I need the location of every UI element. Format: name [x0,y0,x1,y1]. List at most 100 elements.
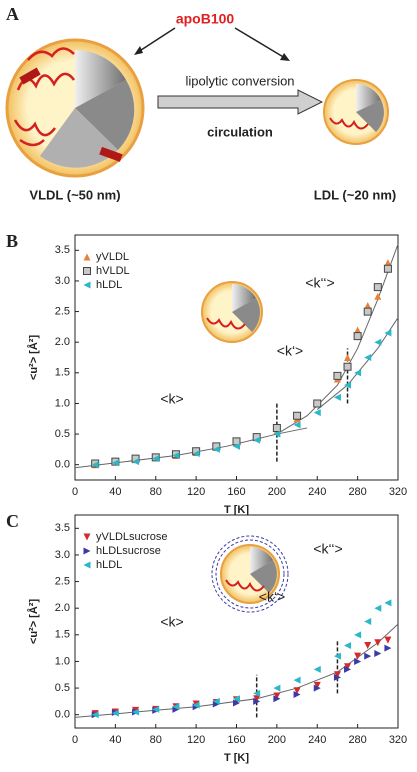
y-tick-label: 1.5 [55,367,70,379]
x-tick-label: 240 [308,486,326,498]
data-point [152,455,160,463]
x-tick-label: 320 [389,486,407,498]
y-tick-label: 0.5 [55,682,70,694]
data-point [344,354,352,361]
y-tick-label: 0.0 [55,459,70,471]
conversion-label: lipolytic conversion [185,73,294,88]
y-tick-label: 3.0 [55,549,70,561]
data-point [333,671,341,679]
data-point [313,409,321,417]
x-tick-label: 40 [109,734,121,746]
data-point [374,639,382,647]
data-point [253,697,261,705]
annotation: <k‘‘> [305,275,334,291]
data-point [172,452,180,459]
x-tick-label: 120 [187,486,205,498]
legend-marker [83,281,91,289]
vldl-label: VLDL (~50 nm) [29,187,120,202]
arrow-head [280,53,290,61]
panel-label: C [6,511,19,531]
data-point [91,711,99,719]
data-point [273,692,281,700]
data-point [172,703,180,711]
arrow-head [134,46,143,55]
data-point [111,459,119,467]
data-point [132,708,140,716]
x-tick-label: 80 [150,486,162,498]
data-point [313,681,321,689]
data-point [384,636,392,644]
data-point [333,371,342,380]
data-point [354,657,362,665]
arrow [137,27,176,53]
data-point [374,292,382,300]
y-tick-label: 3.5 [55,522,70,534]
data-point [293,687,301,695]
data-point [313,684,321,692]
ldl-particle [323,79,389,145]
data-point [373,283,382,292]
data-point [374,338,382,346]
data-point [344,663,352,671]
y-tick-label: 1.0 [55,397,70,409]
data-point [384,644,392,652]
data-point [383,264,392,273]
legend-marker [83,533,91,541]
data-point [132,458,140,466]
data-point [333,652,341,660]
data-point [364,652,372,660]
data-point [253,436,261,444]
x-tick-label: 240 [308,734,326,746]
legend-marker [83,547,91,555]
y-tick-label: 0.5 [55,428,70,440]
x-tick-label: 280 [348,734,366,746]
data-point [384,329,392,337]
annotation: <k‘> [277,343,303,359]
protein-label: apoB100 [176,11,235,27]
data-point [344,641,352,649]
x-tick-label: 320 [389,734,407,746]
x-tick-label: 160 [227,486,245,498]
data-point [233,695,240,703]
data-point [374,649,382,657]
annotation: <k> [160,614,183,630]
y-axis-label: <u²> [Å²] [27,335,40,381]
y-tick-label: 2.5 [55,575,70,587]
y-tick-label: 2.0 [55,336,70,348]
data-point [233,699,240,707]
data-point [212,697,220,705]
data-point [253,695,261,703]
data-point [272,423,281,432]
data-point [344,665,352,673]
data-point [192,450,200,458]
data-point [384,259,392,267]
inset-particle [201,281,263,343]
x-tick-label: 40 [109,486,121,498]
data-point [253,689,261,697]
data-point [344,381,352,389]
data-point [354,369,362,377]
fit-line [276,244,399,435]
data-point [212,700,220,708]
data-point [233,442,240,450]
panel-label: B [6,231,18,251]
data-point [364,301,372,309]
ldl-label: LDL (~20 nm) [314,187,396,202]
data-point [363,307,372,316]
data-point [273,695,281,703]
legend-label: hLDLsucrose [96,545,161,557]
data-point [212,445,220,453]
data-point [333,673,341,681]
fit-line [74,427,308,469]
y-tick-label: 1.5 [55,629,70,641]
x-tick-label: 120 [187,734,205,746]
data-point [364,618,372,625]
data-point [333,393,341,401]
data-point [384,599,392,607]
legend-marker [83,561,91,569]
y-tick-label: 0.0 [55,709,70,721]
legend-marker [83,253,91,261]
conversion-arrow [157,89,324,115]
x-tick-label: 280 [348,486,366,498]
x-tick-label: 200 [268,734,286,746]
